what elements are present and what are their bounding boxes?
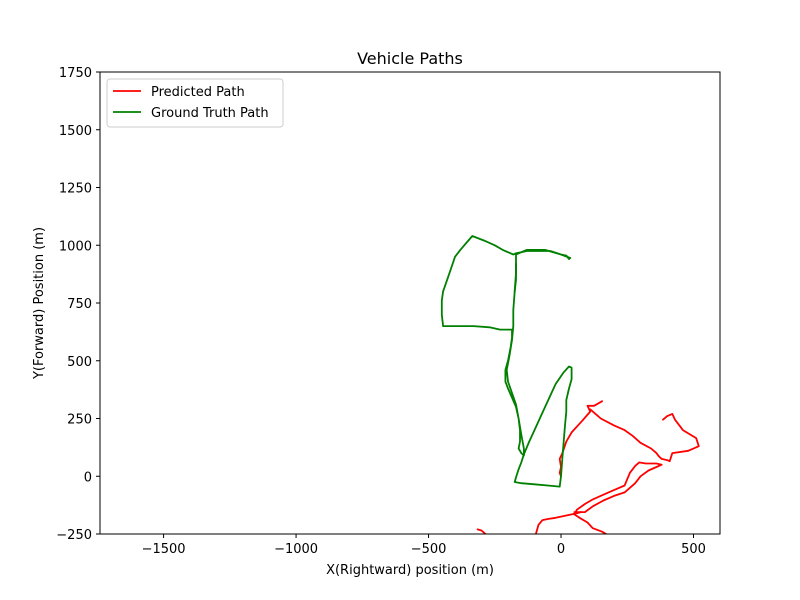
y-tick-label: 1000: [59, 239, 92, 254]
y-axis-label: Y(Forward) Position (m): [32, 227, 47, 380]
x-axis: −1500 −1000 −500 0 500: [142, 534, 706, 557]
legend-label-predicted: Predicted Path: [151, 85, 245, 100]
y-tick-label: 250: [67, 413, 92, 428]
predicted-path-segment-5: [573, 461, 663, 534]
ground-truth-path-segment-3: [513, 365, 573, 488]
series-layer: [440, 235, 700, 534]
x-tick-label: 500: [681, 542, 706, 557]
predicted-path-segment-4: [589, 408, 700, 463]
ground-truth-path-segment-2: [513, 262, 517, 293]
x-tick-label: −500: [411, 542, 447, 557]
predicted-path-segment-3: [476, 528, 487, 534]
chart-title: Vehicle Paths: [357, 49, 463, 68]
y-tick-label: 0: [84, 470, 92, 485]
y-tick-label: 750: [67, 297, 92, 312]
y-tick-label: 1750: [59, 66, 92, 81]
y-tick-label: 1250: [59, 182, 92, 197]
legend: Predicted Path Ground Truth Path: [106, 78, 284, 128]
x-tick-label: −1000: [274, 542, 318, 557]
x-axis-label: X(Rightward) position (m): [326, 563, 494, 578]
ground-truth-path-segment-1: [440, 235, 572, 457]
y-tick-label: 500: [67, 355, 92, 370]
y-tick-label: 1500: [59, 124, 92, 139]
legend-box: [106, 78, 284, 128]
y-tick-label: −250: [56, 528, 92, 543]
x-tick-label: 0: [557, 542, 565, 557]
x-tick-label: −1500: [142, 542, 186, 557]
legend-label-ground-truth: Ground Truth Path: [151, 106, 269, 121]
y-axis: −250 0 250 500 750 1000 1250 1500 1750: [56, 66, 100, 543]
